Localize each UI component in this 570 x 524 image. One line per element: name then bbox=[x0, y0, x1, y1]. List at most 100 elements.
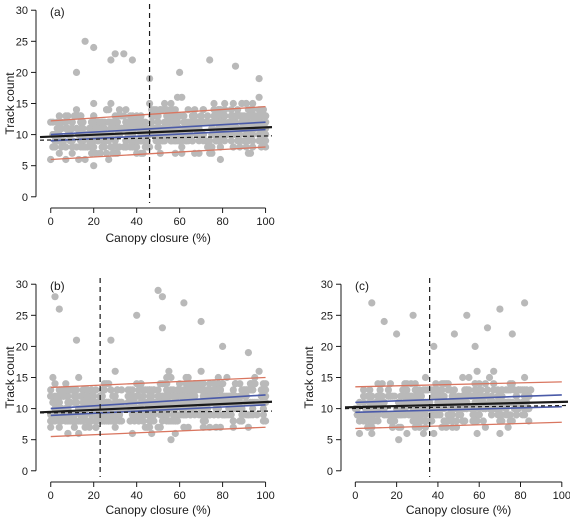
data-point bbox=[171, 149, 179, 157]
data-point bbox=[62, 143, 70, 151]
data-point bbox=[380, 411, 388, 419]
data-point bbox=[411, 392, 419, 400]
data-point bbox=[77, 112, 85, 120]
data-point bbox=[55, 112, 63, 120]
data-point bbox=[457, 411, 465, 419]
x-tick-label: 20 bbox=[390, 490, 402, 502]
data-point bbox=[395, 436, 403, 444]
data-point bbox=[158, 324, 166, 332]
blue-lower-line bbox=[50, 128, 266, 142]
data-point bbox=[430, 429, 438, 438]
data-point bbox=[111, 367, 119, 375]
x-axis-label: Canopy closure (%) bbox=[105, 231, 210, 245]
data-point bbox=[409, 311, 417, 319]
y-axis-label: Track count bbox=[302, 346, 316, 409]
data-point bbox=[221, 99, 229, 108]
y-tick-label: 25 bbox=[321, 310, 333, 322]
data-point bbox=[53, 392, 61, 400]
data-point bbox=[227, 411, 235, 419]
data-point bbox=[477, 386, 485, 394]
data-point bbox=[169, 392, 177, 400]
scatter-points bbox=[351, 299, 535, 444]
data-point bbox=[262, 380, 270, 388]
x-tick-label: 20 bbox=[88, 216, 100, 228]
data-point bbox=[262, 392, 270, 400]
x-tick-label: 80 bbox=[514, 490, 526, 502]
data-point bbox=[485, 373, 494, 382]
data-point bbox=[88, 118, 96, 126]
data-point bbox=[139, 149, 147, 157]
data-point bbox=[442, 423, 450, 431]
data-point bbox=[197, 112, 205, 120]
data-point bbox=[186, 392, 194, 400]
data-point bbox=[262, 112, 270, 120]
data-point bbox=[55, 398, 63, 406]
y-tick-label: 15 bbox=[16, 373, 28, 385]
data-point bbox=[236, 143, 244, 151]
x-tick-label: 100 bbox=[256, 216, 274, 228]
data-point bbox=[403, 429, 411, 438]
x-tick-label: 60 bbox=[174, 490, 186, 502]
data-point bbox=[107, 99, 115, 108]
data-point bbox=[197, 380, 205, 388]
data-point bbox=[111, 50, 119, 58]
data-point bbox=[47, 155, 55, 164]
data-point bbox=[440, 405, 448, 413]
data-point bbox=[72, 398, 81, 406]
data-point bbox=[506, 386, 514, 394]
data-point bbox=[197, 367, 205, 375]
y-tick-label: 0 bbox=[22, 192, 28, 204]
dashed-reference-line bbox=[39, 135, 273, 141]
data-point bbox=[483, 386, 492, 394]
data-point bbox=[227, 106, 235, 114]
data-point bbox=[494, 411, 502, 419]
data-point bbox=[122, 106, 130, 114]
data-point bbox=[521, 373, 529, 382]
data-point bbox=[163, 106, 171, 114]
y-tick-label: 5 bbox=[22, 435, 28, 447]
data-point bbox=[96, 118, 104, 126]
data-point bbox=[244, 131, 252, 139]
red-lower-line bbox=[50, 426, 266, 438]
data-point bbox=[90, 99, 98, 108]
data-point bbox=[259, 411, 267, 419]
data-point bbox=[240, 386, 248, 394]
data-point bbox=[419, 429, 428, 438]
data-point bbox=[231, 62, 240, 70]
data-point bbox=[393, 330, 401, 338]
data-point bbox=[92, 423, 100, 431]
dashed-reference-line bbox=[39, 410, 273, 414]
data-point bbox=[51, 293, 59, 301]
data-point bbox=[368, 299, 376, 307]
data-point bbox=[419, 386, 428, 394]
data-point bbox=[68, 417, 76, 425]
data-point bbox=[124, 386, 132, 394]
data-point bbox=[130, 398, 139, 406]
data-point bbox=[262, 131, 270, 139]
data-point bbox=[161, 392, 169, 400]
y-tick-label: 5 bbox=[327, 435, 333, 447]
x-tick-label: 0 bbox=[48, 216, 54, 228]
y-tick-label: 10 bbox=[321, 404, 333, 416]
data-point bbox=[75, 373, 83, 382]
data-point bbox=[366, 386, 374, 394]
data-point bbox=[171, 411, 179, 419]
data-point bbox=[519, 411, 527, 419]
data-point bbox=[506, 417, 514, 425]
y-tick-label: 30 bbox=[16, 279, 28, 291]
y-tick-label: 30 bbox=[321, 279, 333, 291]
y-tick-label: 25 bbox=[16, 310, 28, 322]
data-point bbox=[68, 143, 76, 151]
data-point bbox=[83, 143, 91, 151]
blue-upper-line bbox=[50, 394, 266, 410]
data-point bbox=[229, 99, 237, 108]
data-point bbox=[255, 367, 263, 375]
data-point bbox=[55, 305, 63, 313]
data-point bbox=[199, 386, 207, 394]
blue-upper-line bbox=[50, 121, 266, 136]
data-point bbox=[490, 367, 498, 375]
data-point bbox=[92, 149, 100, 157]
x-tick-label: 40 bbox=[131, 216, 143, 228]
data-point bbox=[139, 124, 147, 132]
data-point bbox=[378, 392, 386, 400]
